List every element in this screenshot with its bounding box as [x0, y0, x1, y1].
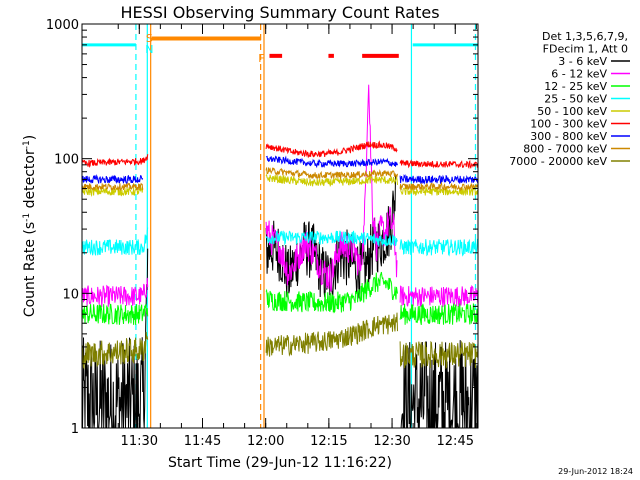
- date-stamp: 29-Jun-2012 18:24: [558, 467, 633, 476]
- series-6-segment-1: [265, 155, 398, 169]
- legend-label-7: 800 - 7000 keV: [523, 143, 607, 156]
- y-tick-label-3: 1000: [46, 18, 79, 33]
- y-tick-label-0: 1: [71, 422, 79, 437]
- legend-label-6: 300 - 800 keV: [530, 130, 607, 143]
- series-6-segment-2: [399, 173, 479, 185]
- series-7-segment-0: [81, 182, 144, 192]
- x-tick-label-5: 12:45: [437, 434, 474, 449]
- legend-label-2: 12 - 25 keV: [544, 80, 607, 93]
- series-5-segment-1: [265, 140, 398, 159]
- y-label-end: ): [22, 135, 38, 140]
- x-tick-label-4: 12:30: [373, 434, 410, 449]
- series-7-segment-1: [265, 167, 398, 181]
- series-6: [81, 155, 479, 185]
- series-3-segment-0: [81, 227, 149, 256]
- legend-header-1: FDecim 1, Att 0: [543, 43, 628, 56]
- x-tick-label-0: 11:30: [121, 434, 158, 449]
- y-label-main: Count Rate (s: [22, 222, 38, 317]
- y-label-mid: detector: [22, 149, 38, 213]
- x-axis-label: Start Time (29-Jun-12 11:16:22): [168, 455, 392, 471]
- series-8-segment-2: [399, 340, 479, 370]
- series-1-segment-0: [81, 277, 149, 307]
- legend-label-5: 100 - 300 keV: [530, 118, 607, 131]
- observing-flags: SN F: [82, 24, 478, 428]
- series-2-segment-1: [265, 271, 398, 314]
- series-5-segment-2: [399, 159, 479, 170]
- series-7-segment-2: [399, 181, 479, 192]
- flare-flag-label: F: [258, 52, 264, 65]
- legend-label-4: 50 - 100 keV: [537, 105, 607, 118]
- series-7: [81, 167, 479, 192]
- series-3: [81, 227, 479, 257]
- series-5: [81, 140, 479, 170]
- y-label-sup-1: -1: [22, 213, 32, 222]
- y-tick-label-2: 100: [54, 153, 79, 168]
- legend: Det 1,3,5,6,7,9,FDecim 1, Att 03 - 6 keV…: [509, 30, 630, 168]
- legend-label-1: 6 - 12 keV: [551, 68, 607, 81]
- series-0-segment-2: [400, 340, 479, 429]
- series-1-segment-2: [399, 285, 479, 308]
- series-2: [81, 271, 479, 326]
- night-flag-label: N: [145, 43, 153, 56]
- series-6-segment-0: [81, 173, 144, 185]
- x-axis-ticks: 11:30 11:45 12:00 12:15 12:30 12:45: [117, 24, 477, 449]
- y-axis-label: Count Rate (s-1 detector-1): [22, 135, 38, 317]
- series-2-segment-2: [399, 302, 479, 326]
- plot-frame: [81, 23, 479, 429]
- chart-title: HESSI Observing Summary Count Rates: [120, 3, 439, 22]
- series-8: [81, 312, 479, 370]
- saa-flag-label: S: [146, 32, 153, 45]
- legend-label-8: 7000 - 20000 keV: [509, 155, 607, 168]
- series-5-segment-0: [81, 154, 149, 168]
- series-8-segment-0: [81, 331, 149, 370]
- x-tick-label-2: 12:00: [247, 434, 284, 449]
- y-axis-ticks: 1 10 100 1000: [46, 18, 478, 437]
- y-tick-label-1: 10: [62, 287, 79, 302]
- series-layer: [81, 84, 479, 429]
- series-8-segment-1: [265, 312, 398, 357]
- y-label-sup-2: -1: [22, 140, 32, 149]
- legend-header-0: Det 1,3,5,6,7,9,: [542, 30, 628, 43]
- legend-label-3: 25 - 50 keV: [544, 93, 607, 106]
- x-tick-label-1: 11:45: [184, 434, 221, 449]
- series-2-segment-0: [81, 303, 149, 325]
- x-tick-label-3: 12:15: [310, 434, 347, 449]
- series-3-segment-1: [265, 230, 398, 247]
- legend-label-0: 3 - 6 keV: [558, 55, 607, 68]
- series-3-segment-2: [399, 238, 479, 257]
- series-4-segment-1: [265, 173, 398, 187]
